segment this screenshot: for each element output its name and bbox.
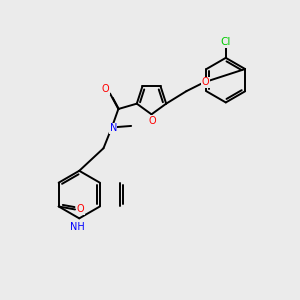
Text: O: O [202,77,209,87]
Text: O: O [102,84,110,94]
Text: N: N [110,123,117,133]
Text: O: O [76,204,84,214]
Text: Cl: Cl [220,37,231,47]
Text: NH: NH [70,222,85,232]
Text: O: O [148,116,156,126]
